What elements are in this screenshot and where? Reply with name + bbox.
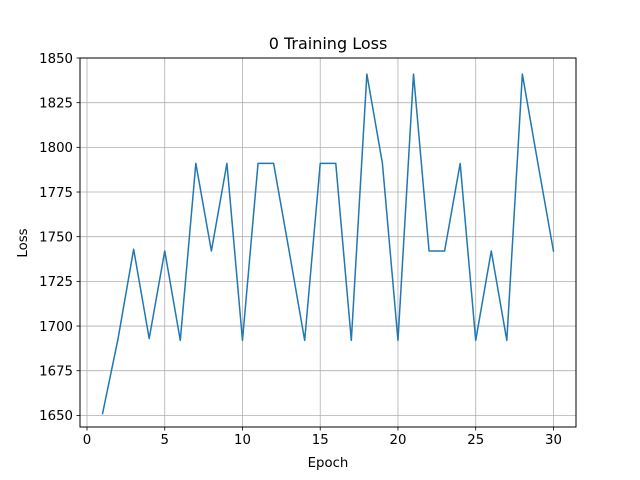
- x-tick-label: 10: [234, 433, 251, 448]
- y-tick-label: 1750: [39, 230, 73, 245]
- x-tick-label: 0: [83, 433, 91, 448]
- x-axis: 0 5 10 15 20 25 30: [83, 427, 562, 448]
- y-axis: 1650 1675 1700 1725 1750 1775 1800 1825 1850: [39, 52, 80, 424]
- y-tick-label: 1675: [39, 365, 73, 380]
- series-layer: [101, 73, 555, 415]
- x-tick-label: 20: [390, 433, 407, 448]
- y-tick-label: 1700: [39, 320, 73, 335]
- x-tick-label: 30: [545, 433, 562, 448]
- y-tick-label: 1825: [39, 96, 73, 111]
- x-tick-label: 15: [312, 433, 329, 448]
- loss-series-line: [101, 73, 555, 415]
- x-axis-label: Epoch: [308, 456, 349, 471]
- grid: [80, 57, 576, 427]
- y-tick-label: 1775: [39, 186, 73, 201]
- y-tick-label: 1850: [39, 52, 73, 67]
- plot-area: [80, 58, 576, 427]
- y-tick-label: 1650: [39, 409, 73, 424]
- chart-title: 0 Training Loss: [269, 34, 388, 53]
- plot-frame: [79, 57, 577, 428]
- y-tick-label: 1725: [39, 275, 73, 290]
- x-tick-label: 25: [467, 433, 484, 448]
- y-tick-label: 1800: [39, 141, 73, 156]
- x-tick-label: 5: [161, 433, 169, 448]
- y-axis-label: Loss: [16, 228, 31, 257]
